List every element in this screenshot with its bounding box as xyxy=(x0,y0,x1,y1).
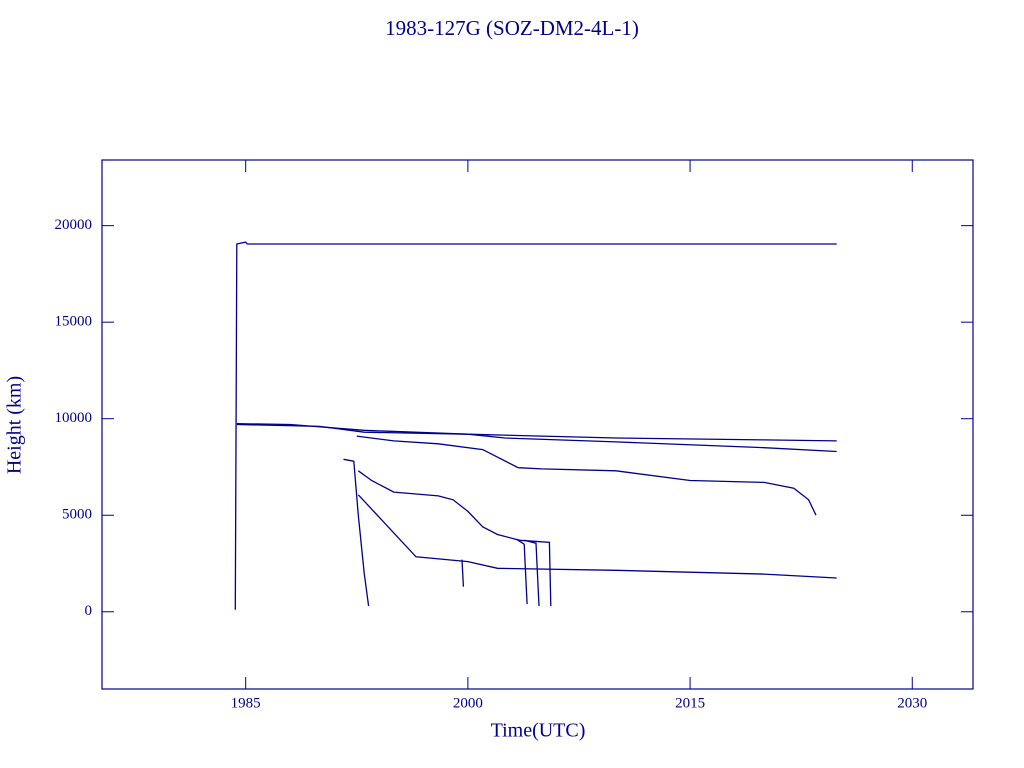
x-tick-label: 2000 xyxy=(453,695,483,711)
plot-frame xyxy=(101,159,974,690)
y-tick-label: 0 xyxy=(85,603,93,619)
y-tick-label: 15000 xyxy=(55,314,93,330)
series-line xyxy=(516,538,528,605)
x-axis-label: Time(UTC) xyxy=(491,720,586,742)
series-line xyxy=(236,423,837,442)
y-tick-label: 20000 xyxy=(55,217,93,233)
y-axis-label: Height (km) xyxy=(4,376,26,474)
series-line xyxy=(343,458,370,607)
x-tick-label: 1985 xyxy=(231,695,261,711)
y-tick-label: 10000 xyxy=(55,410,93,426)
x-tick-label: 2015 xyxy=(675,695,705,711)
y-tick-label: 5000 xyxy=(62,507,92,523)
series-line xyxy=(461,559,465,587)
series-line xyxy=(234,241,837,610)
series-line xyxy=(356,435,817,516)
series-line xyxy=(524,539,540,607)
series-line xyxy=(357,494,837,579)
series-line xyxy=(357,470,552,607)
x-tick-label: 2030 xyxy=(897,695,927,711)
chart-title: 1983-127G (SOZ-DM2-4L-1) xyxy=(385,16,639,40)
series-line xyxy=(236,423,837,453)
